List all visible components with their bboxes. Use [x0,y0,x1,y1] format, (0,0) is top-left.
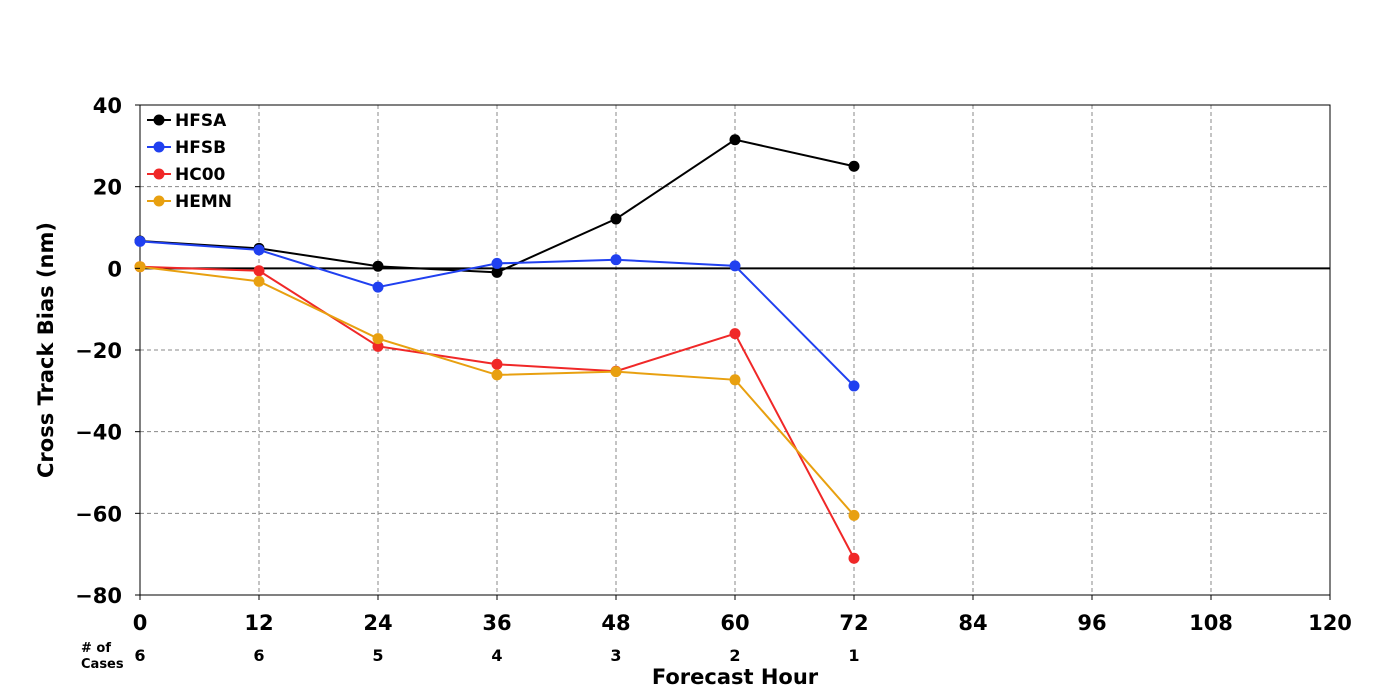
data-point-hc00 [372,340,384,352]
data-point-hemn [848,509,860,521]
cases-label-line1: # of [81,641,111,656]
data-point-hemn [134,261,146,273]
x-tick-label: 96 [1077,611,1106,635]
x-tick-label: 12 [244,611,273,635]
legend-marker-hfsb [153,141,165,153]
cases-value: 1 [848,646,859,665]
x-axis-ticks: 0 12 24 36 48 60 72 84 96 108 120 [133,595,1352,635]
data-point-hemn [729,374,741,386]
cases-value: 5 [372,646,383,665]
data-point-hfsb [372,281,384,293]
x-tick-label: 36 [482,611,511,635]
series-layer [134,134,860,564]
data-point-hc00 [253,265,265,277]
y-axis-ticks: 40 20 0 −20 −40 −60 −80 [75,94,140,608]
y-tick-label: −40 [75,421,122,445]
data-point-hfsa [729,134,741,146]
data-point-hfsa [848,160,860,172]
data-point-hc00 [848,552,860,564]
x-tick-label: 24 [363,611,392,635]
legend-marker-hfsa [153,114,165,126]
legend-marker-hemn [153,195,165,207]
x-tick-label: 84 [958,611,987,635]
data-point-hfsa [491,266,503,278]
data-point-hemn [491,369,503,381]
data-point-hfsb [729,260,741,272]
legend-label-hfsa: HFSA [175,111,227,131]
data-point-hc00 [491,358,503,370]
cases-value: 4 [491,646,502,665]
x-tick-label: 108 [1189,611,1233,635]
x-tick-label: 72 [839,611,868,635]
series-hfsb [134,235,860,392]
series-hemn [134,261,860,521]
y-tick-label: −60 [75,502,122,526]
legend-label-hemn: HEMN [175,192,232,212]
data-point-hfsb [253,244,265,256]
legend-label-hc00: HC00 [175,165,226,185]
cases-value: 2 [729,646,740,665]
data-point-hfsa [372,260,384,272]
data-point-hemn [253,275,265,287]
data-point-hc00 [729,328,741,340]
y-axis-label: Cross Track Bias (nm) [34,222,58,478]
data-point-hfsa [610,213,622,225]
y-tick-label: −80 [75,584,122,608]
cases-row: # of Cases 6 6 5 4 3 2 1 [81,641,860,672]
x-tick-label: 120 [1308,611,1352,635]
data-point-hemn [610,366,622,378]
cases-value: 3 [610,646,621,665]
legend-marker-hc00 [153,168,165,180]
y-tick-label: 0 [107,257,122,281]
y-tick-label: 20 [93,176,122,200]
x-axis-label: Forecast Hour [652,665,819,689]
y-tick-label: 40 [93,94,122,118]
grid-lines [140,105,1330,595]
cases-label-line2: Cases [81,657,124,672]
data-point-hfsb [610,254,622,266]
data-point-hemn [372,333,384,345]
x-tick-label: 0 [133,611,148,635]
x-tick-label: 48 [601,611,630,635]
cases-value: 6 [134,646,145,665]
x-tick-label: 60 [720,611,749,635]
legend-label-hfsb: HFSB [175,138,226,158]
legend: HFSA HFSB HC00 HEMN [147,111,232,212]
data-point-hfsb [491,257,503,269]
y-tick-label: −20 [75,339,122,363]
cases-value: 6 [253,646,264,665]
data-point-hfsb [134,235,146,247]
data-point-hfsb [848,380,860,392]
